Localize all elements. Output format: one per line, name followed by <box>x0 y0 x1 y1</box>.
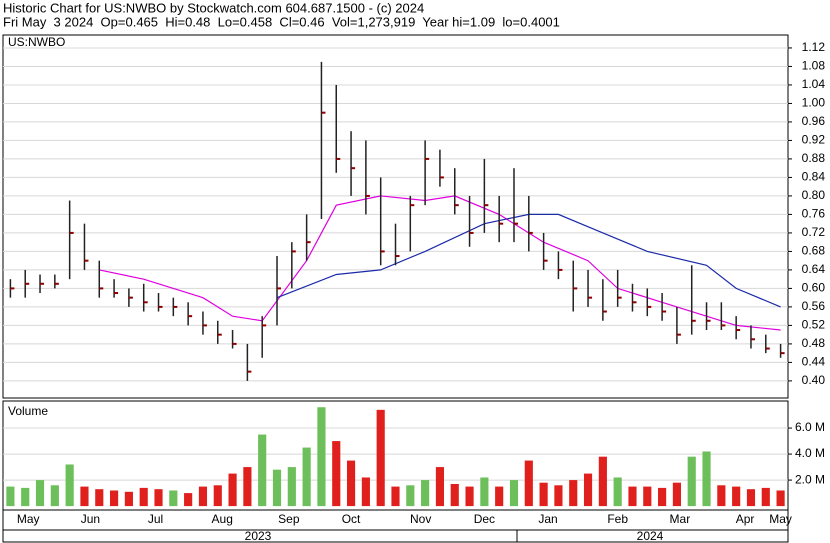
x-tick-label: Dec <box>474 512 495 526</box>
volume-bar <box>213 485 222 507</box>
y-tick-label: 1.00 <box>802 96 826 110</box>
y-tick-label: 0.52 <box>802 318 826 332</box>
y-tick-label: 0.92 <box>802 133 826 147</box>
volume-bar <box>761 487 770 507</box>
y-tick-label: 0.56 <box>802 299 826 313</box>
y-tick-label: 0.76 <box>802 207 826 221</box>
y-tick-label: 6.0 M <box>795 420 825 434</box>
chart-title: Historic Chart for US:NWBO by Stockwatch… <box>3 0 424 15</box>
volume-bar <box>717 485 726 507</box>
volume-bar <box>50 485 59 507</box>
volume-bar <box>598 456 607 507</box>
volume-bar <box>583 473 593 507</box>
y-tick-label: 0.60 <box>802 281 826 295</box>
volume-bar <box>776 490 785 507</box>
volume-bar <box>272 469 282 507</box>
x-tick-label: Jan <box>538 512 557 526</box>
panel-label: US:NWBO <box>8 35 65 49</box>
volume-bar <box>21 487 30 507</box>
x-tick-label: Oct <box>342 512 361 526</box>
y-tick-label: 0.72 <box>802 225 826 239</box>
y-tick-label: 1.12 <box>802 40 826 54</box>
y-tick-label: 0.84 <box>802 170 826 184</box>
y-tick-label: 0.96 <box>802 114 826 128</box>
y-tick-label: 2.0 M <box>795 472 825 486</box>
volume-bar <box>80 486 89 507</box>
volume-bar <box>406 485 415 507</box>
x-tick-label: Feb <box>607 512 628 526</box>
volume-bar <box>376 409 385 507</box>
x-tick-label: Mar <box>670 512 691 526</box>
volume-bar <box>169 490 178 507</box>
volume-bar <box>687 456 696 507</box>
y-tick-label: 0.64 <box>802 262 826 276</box>
y-tick-label: 0.80 <box>802 188 826 202</box>
volume-bar <box>746 489 756 507</box>
volume-bar <box>317 407 326 507</box>
volume-bar <box>346 460 356 507</box>
volume-bar <box>258 434 267 507</box>
y-tick-label: 0.88 <box>802 151 826 165</box>
volume-bar <box>450 483 459 507</box>
moving-average <box>99 195 781 331</box>
volume-bar <box>228 473 237 507</box>
volume-bar <box>332 441 341 507</box>
y-tick-label: 1.04 <box>802 77 826 91</box>
year-strip <box>2 529 789 543</box>
y-tick-label: 0.68 <box>802 244 826 258</box>
volume-bar <box>539 482 548 507</box>
volume-bar <box>154 489 163 507</box>
price-panel <box>2 34 789 399</box>
year-label: 2024 <box>637 529 664 543</box>
volume-bar <box>35 480 45 507</box>
volume-bar <box>124 491 133 507</box>
panel-label: Volume <box>8 404 48 418</box>
volume-bar <box>302 447 311 507</box>
volume-bar <box>110 490 119 507</box>
volume-bar <box>95 489 104 507</box>
volume-bar <box>391 486 400 507</box>
volume-bar <box>6 486 15 507</box>
volume-bar <box>569 480 578 507</box>
volume-bar <box>509 480 519 507</box>
volume-bar <box>480 477 489 507</box>
x-tick-label: Sep <box>278 512 300 526</box>
volume-bar <box>643 486 652 507</box>
y-tick-label: 0.48 <box>802 336 826 350</box>
volume-bar <box>658 487 667 507</box>
y-tick-label: 0.40 <box>802 373 826 387</box>
volume-bar <box>287 467 296 507</box>
volume-bar <box>732 486 741 507</box>
x-tick-label: Jul <box>148 512 163 526</box>
volume-bar <box>65 464 74 507</box>
x-tick-label: Apr <box>736 512 755 526</box>
volume-bar <box>524 460 533 507</box>
volume-bar <box>435 467 445 507</box>
x-tick-label: May <box>17 512 40 526</box>
volume-bar <box>465 486 474 507</box>
volume-bar <box>495 486 504 507</box>
volume-bar <box>628 486 637 507</box>
volume-bar <box>243 467 252 507</box>
x-tick-label: Nov <box>410 512 431 526</box>
moving-average <box>276 213 781 308</box>
y-tick-label: 4.0 M <box>795 446 825 460</box>
volume-bar <box>421 480 430 507</box>
volume-bar <box>702 451 711 507</box>
x-tick-label: May <box>769 512 792 526</box>
volume-bar <box>198 486 208 507</box>
year-label: 2023 <box>245 529 272 543</box>
y-tick-label: 1.08 <box>802 59 826 73</box>
volume-bar <box>672 482 681 507</box>
y-tick-label: 0.44 <box>802 355 826 369</box>
volume-bar <box>613 477 622 507</box>
volume-bar <box>361 477 370 507</box>
x-tick-label: Aug <box>212 512 233 526</box>
volume-bar <box>139 487 148 507</box>
x-tick-label: Jun <box>81 512 100 526</box>
volume-bar <box>184 493 193 507</box>
volume-bar <box>554 485 563 507</box>
chart-subtitle: Fri May 3 2024 Op=0.465 Hi=0.48 Lo=0.458… <box>3 14 560 29</box>
